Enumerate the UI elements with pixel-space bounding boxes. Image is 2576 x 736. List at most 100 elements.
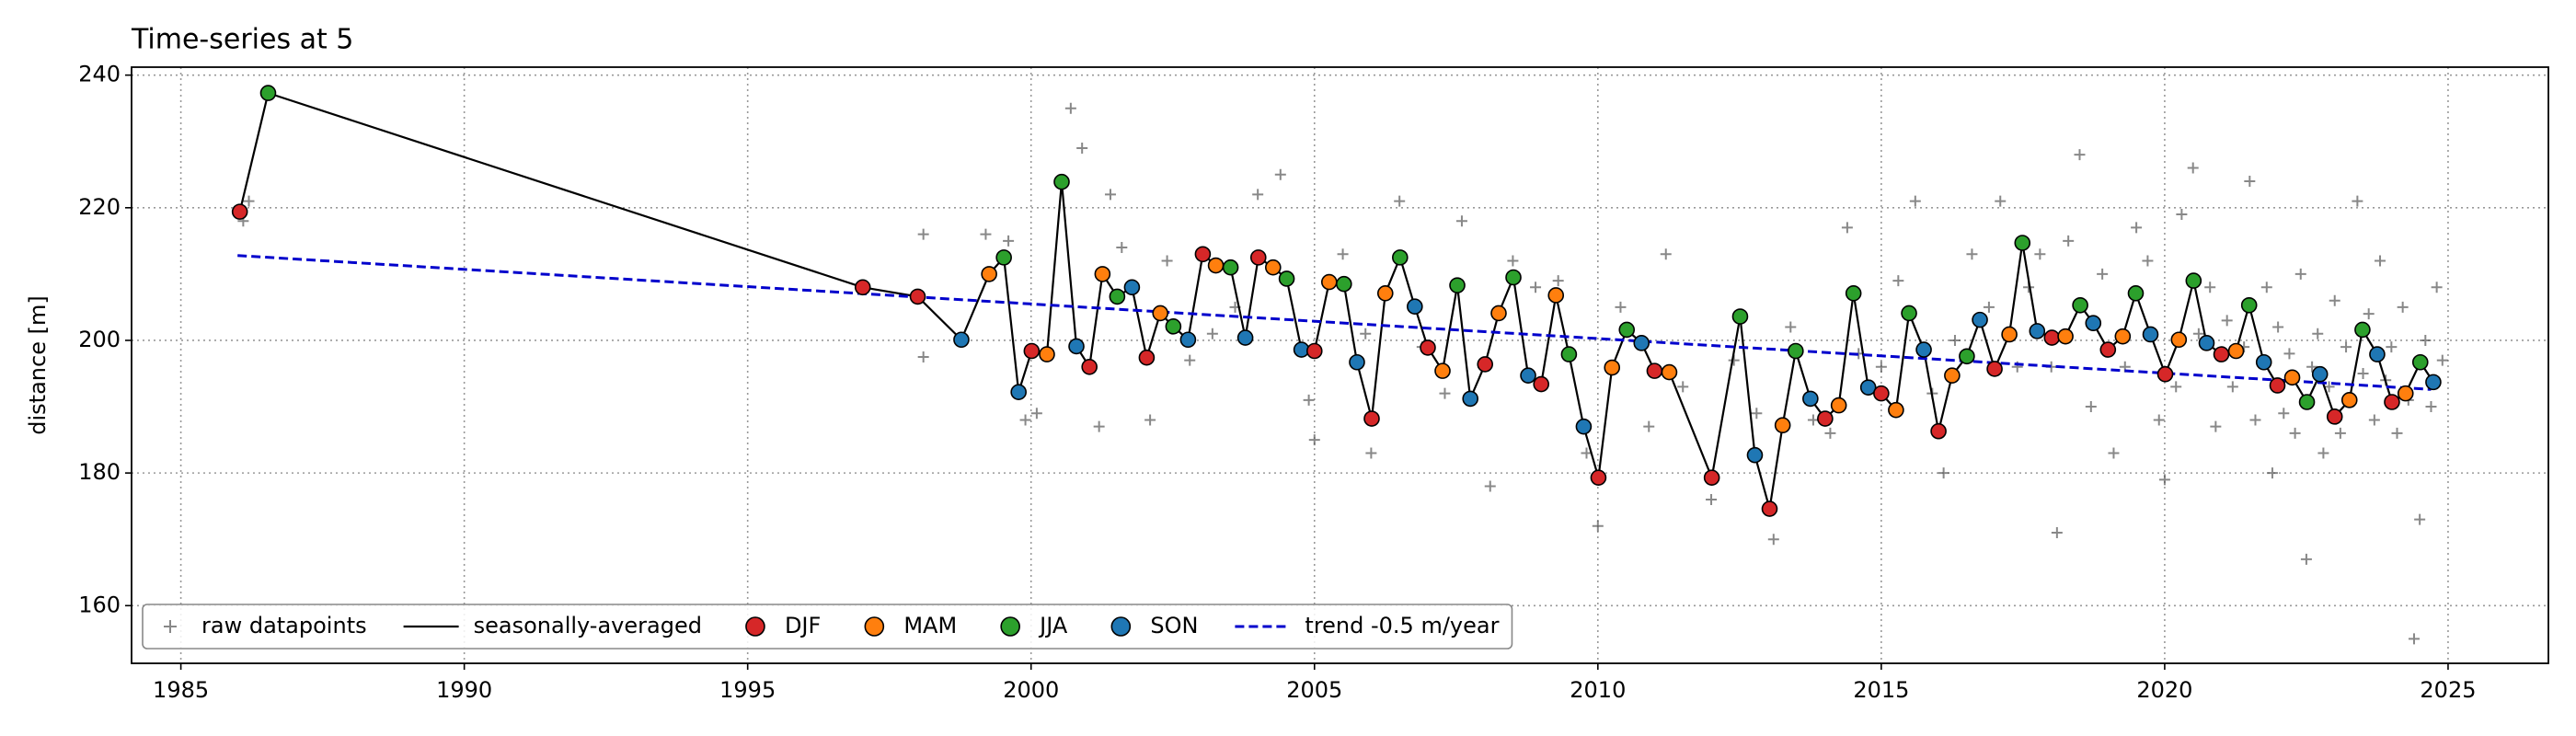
season-point: [2340, 392, 2358, 408]
season-point: [2326, 408, 2343, 425]
x-tick-label: 2005: [1286, 677, 1342, 703]
season-point: [1802, 390, 1819, 408]
raw-point: [1019, 414, 1031, 426]
season-point: [2425, 374, 2442, 391]
season-point: [2213, 346, 2230, 362]
season-point: [1434, 362, 1451, 379]
season-point: [1575, 418, 1593, 435]
season-point: [2142, 326, 2159, 343]
legend-marker: [1000, 616, 1020, 637]
legend-marker: [745, 616, 765, 637]
raw-point: [1360, 328, 1372, 339]
season-point: [981, 266, 997, 282]
raw-point: [1308, 434, 1320, 446]
season-point: [1336, 275, 1352, 293]
season-point: [1477, 356, 1494, 373]
legend-label: MAM: [903, 613, 957, 638]
raw-point: [2210, 420, 2222, 432]
raw-point: [1076, 142, 1088, 154]
raw-point: [2108, 447, 2120, 459]
season-point: [1278, 270, 1295, 287]
season-point: [1520, 367, 1536, 384]
season-point: [1590, 469, 1607, 486]
raw-point: [1909, 195, 1921, 207]
legend-box: [142, 604, 1513, 650]
raw-point: [1785, 321, 1797, 333]
raw-point: [2244, 175, 2256, 187]
season-point: [1222, 259, 1239, 276]
raw-point: [1966, 248, 1978, 260]
season-point: [1873, 385, 1890, 402]
x-tick-label: 1995: [719, 677, 776, 703]
raw-point: [1303, 394, 1315, 406]
season-point: [1646, 362, 1663, 379]
raw-point: [1144, 414, 1156, 426]
season-point: [1068, 338, 1085, 355]
legend-label: raw datapoints: [201, 613, 367, 638]
raw-point: [2386, 341, 2398, 353]
raw-point: [2420, 334, 2432, 346]
legend-label: SON: [1150, 613, 1198, 638]
raw-point: [1337, 248, 1349, 260]
raw-point: [2085, 401, 2097, 413]
raw-point: [2436, 354, 2448, 366]
season-point: [1109, 288, 1126, 305]
season-point: [2198, 335, 2215, 351]
season-point: [1207, 257, 1225, 274]
season-point: [1023, 342, 1041, 360]
raw-point: [2368, 414, 2380, 426]
season-point: [2156, 365, 2174, 383]
season-point: [2170, 331, 2188, 349]
season-point: [259, 85, 277, 101]
raw-point: [2204, 282, 2216, 293]
raw-point: [2334, 427, 2346, 439]
season-point: [1930, 422, 1947, 440]
raw-point: [2051, 527, 2063, 539]
trend-line: [237, 254, 2432, 391]
raw-point: [1439, 387, 1451, 399]
raw-point: [1161, 255, 1173, 267]
season-point: [1305, 342, 1323, 360]
raw-point: [1030, 408, 1042, 420]
season-point: [1944, 367, 1961, 384]
raw-point: [1995, 195, 2007, 207]
raw-point: [2408, 633, 2420, 645]
raw-point: [2187, 162, 2199, 174]
season-point: [231, 203, 248, 220]
season-point: [1746, 446, 1764, 464]
raw-point: [1581, 447, 1593, 459]
raw-point: [2289, 427, 2301, 439]
raw-point: [917, 351, 929, 362]
x-tick-label: 2025: [2420, 677, 2476, 703]
legend-label: JJA: [1038, 613, 1068, 638]
y-tick-label: 160: [78, 592, 121, 617]
season-point: [1560, 346, 1578, 362]
raw-point: [243, 195, 255, 207]
raw-point: [1983, 301, 1995, 313]
season-point: [1152, 305, 1169, 322]
raw-point: [2221, 315, 2233, 327]
season-point: [2255, 353, 2272, 371]
raw-point: [2278, 408, 2290, 420]
legend-marker: [164, 620, 177, 633]
legend-label: trend -0.5 m/year: [1305, 613, 1499, 638]
season-point: [1407, 298, 1423, 316]
season-point: [1618, 321, 1636, 339]
raw-point: [2329, 294, 2340, 306]
raw-point: [2097, 268, 2109, 280]
x-tick-label: 1990: [436, 677, 492, 703]
season-point: [2311, 365, 2329, 383]
raw-point: [2074, 149, 2086, 161]
season-point: [1123, 279, 1141, 296]
season-point: [1830, 397, 1847, 414]
season-point: [1888, 401, 1904, 419]
season-point: [1179, 331, 1197, 349]
season-point: [2397, 385, 2414, 402]
season-point: [1633, 335, 1650, 351]
raw-point: [2294, 268, 2306, 280]
raw-point: [2260, 282, 2272, 293]
raw-point: [2272, 321, 2284, 333]
raw-point: [2352, 195, 2363, 207]
x-tick-label: 2010: [1570, 677, 1626, 703]
